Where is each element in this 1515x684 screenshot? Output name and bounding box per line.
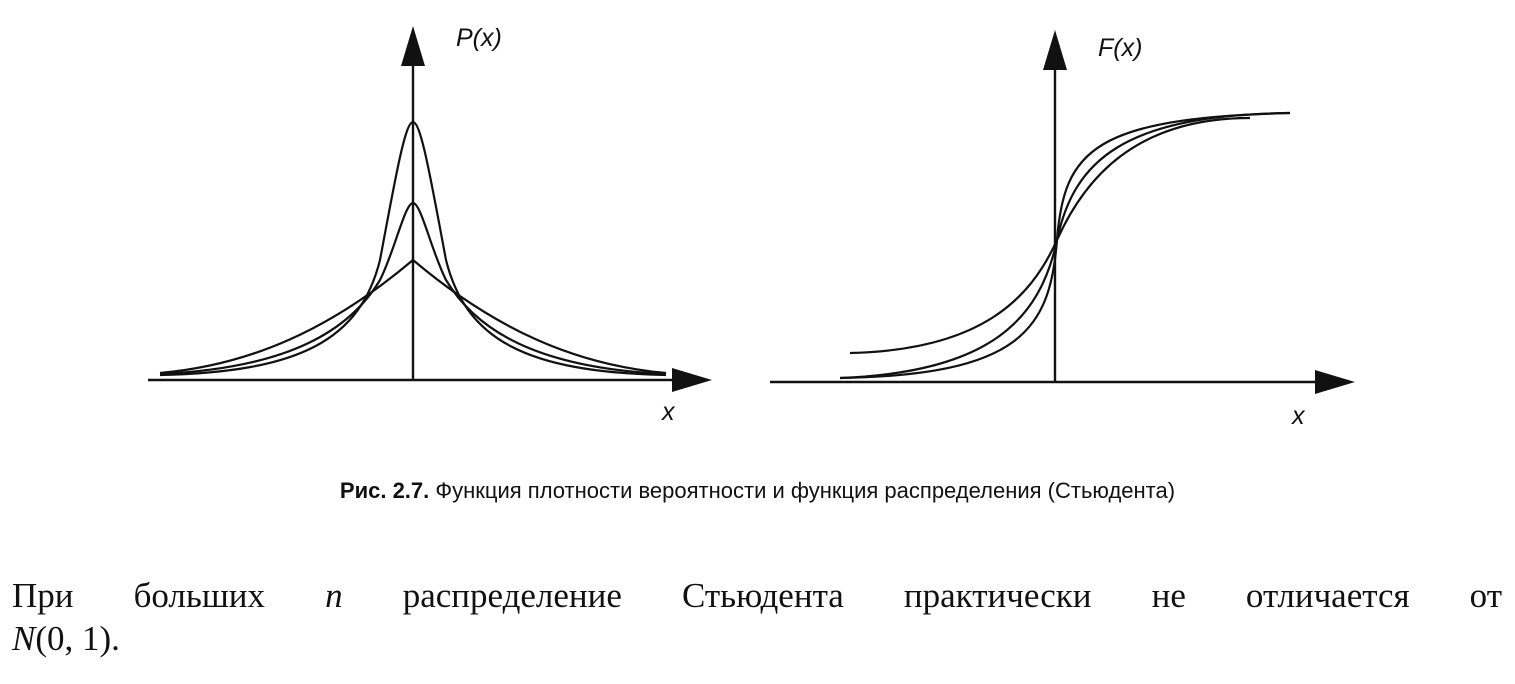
y-arrow — [1043, 30, 1067, 70]
text: При больших — [12, 576, 266, 615]
caption-number: Рис. 2.7. — [339, 478, 430, 503]
math-variable: n — [325, 576, 343, 615]
y-label: P(x) — [456, 24, 502, 52]
caption-text: Функция плотности вероятности и функция … — [435, 478, 1176, 503]
math-variable: N — [12, 619, 36, 658]
distribution-curve — [849, 116, 1251, 355]
x-arrow — [672, 368, 712, 392]
paragraph-line: N(0, 1). — [12, 617, 1502, 660]
density-curve — [159, 201, 667, 376]
x-label: x — [661, 398, 676, 426]
y-label: F(x) — [1098, 34, 1142, 62]
x-label: x — [1291, 402, 1306, 430]
x-arrow — [1315, 370, 1355, 394]
text: распределение Стьюдента практически не о… — [402, 576, 1503, 615]
distribution-curve — [839, 111, 1291, 380]
paragraph-line: При больших n распределение Стьюдента пр… — [12, 574, 1502, 617]
density-curve — [159, 258, 667, 375]
figure-caption: Рис. 2.7. Функция плотности вероятности … — [0, 478, 1515, 504]
text: (0, 1). — [35, 619, 120, 658]
y-arrow — [401, 26, 425, 66]
distribution-curve — [839, 111, 1291, 380]
density-curve — [159, 120, 667, 377]
figure: P(x) x F(x) x — [148, 24, 1355, 430]
